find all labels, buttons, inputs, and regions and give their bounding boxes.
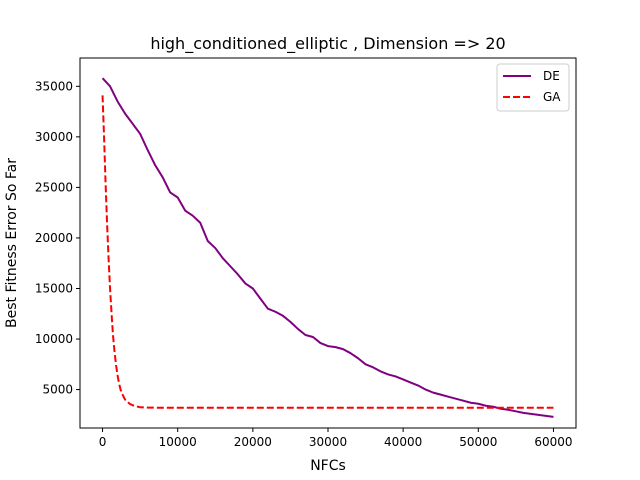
y-tick-label: 20000 <box>35 231 73 245</box>
x-tick-label: 20000 <box>234 435 272 449</box>
x-tick-label: 60000 <box>534 435 572 449</box>
x-tick-label: 0 <box>99 435 107 449</box>
legend: DE GA <box>496 63 570 112</box>
y-tick-label: 30000 <box>35 130 73 144</box>
x-tick-label: 10000 <box>159 435 197 449</box>
x-tick-label: 40000 <box>384 435 422 449</box>
series-layer <box>101 77 554 418</box>
series-line-ga <box>101 95 554 409</box>
x-axis: 0 10000 20000 30000 40000 50000 60000 <box>99 428 573 449</box>
y-tick-label: 10000 <box>35 332 73 346</box>
chart-title: high_conditioned_elliptic , Dimension =>… <box>150 34 505 54</box>
y-axis-label: Best Fitness Error So Far <box>4 158 20 328</box>
y-tick-label: 35000 <box>35 79 73 93</box>
y-tick-label: 15000 <box>35 281 73 295</box>
x-tick-label: 30000 <box>309 435 347 449</box>
y-tick-label: 25000 <box>35 180 73 194</box>
legend-label-ga: GA <box>543 90 561 104</box>
legend-label-de: DE <box>543 69 560 83</box>
y-axis: 5000 10000 15000 20000 25000 30000 35000 <box>35 79 80 397</box>
series-line-de <box>101 77 554 418</box>
y-tick-label: 5000 <box>42 383 73 397</box>
x-axis-label: NFCs <box>310 458 346 474</box>
x-tick-label: 50000 <box>459 435 497 449</box>
